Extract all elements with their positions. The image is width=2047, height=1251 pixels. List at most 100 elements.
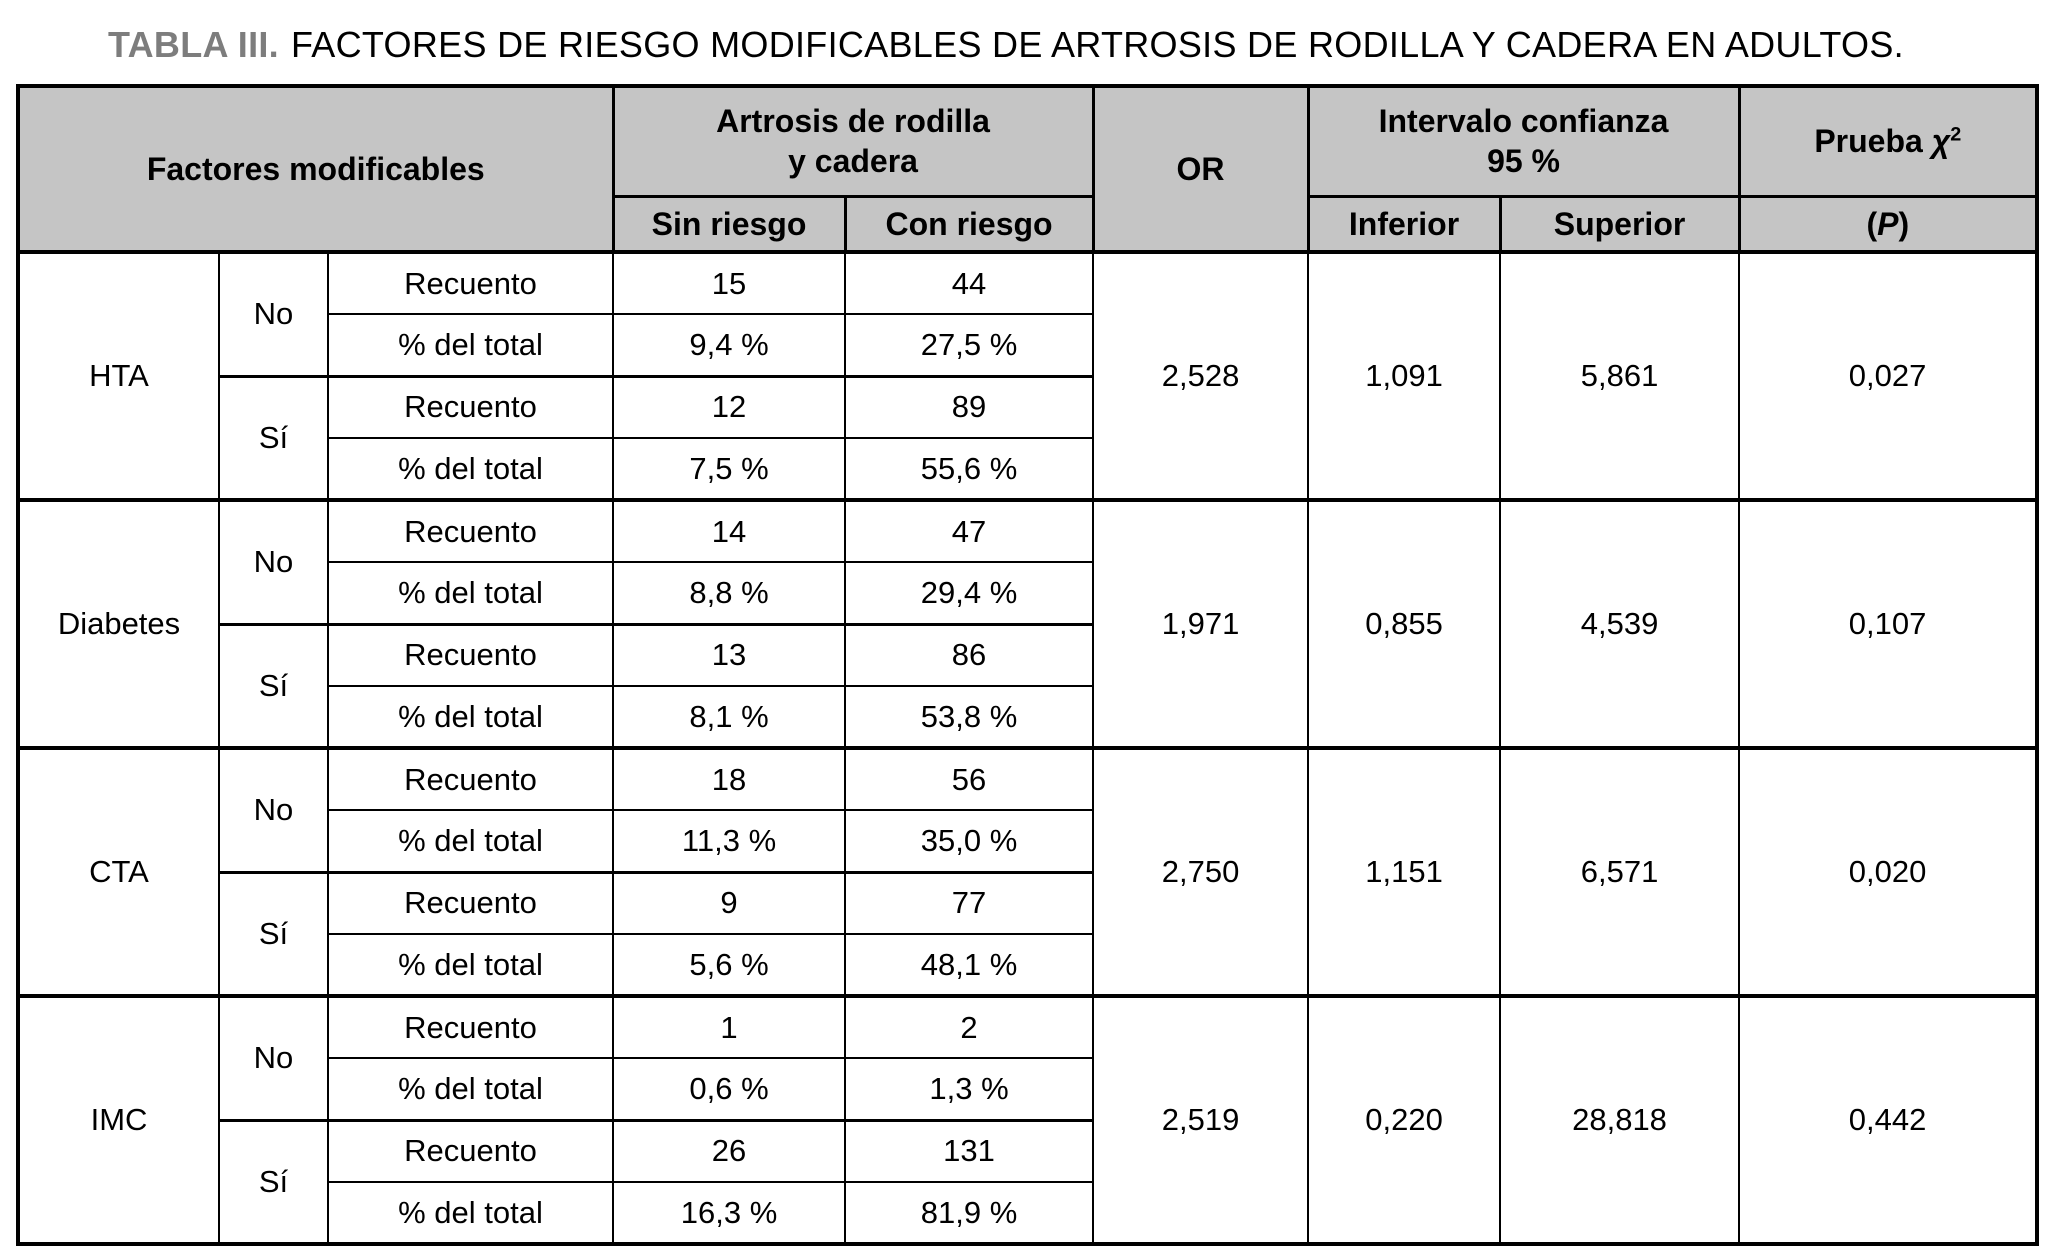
table-row: Sí Recuento 12 89 (18, 374, 2037, 501)
factor-name-hta: HTA (17, 250, 220, 501)
table-row: % del total 16,3 % 81,9 % (18, 1181, 2037, 1245)
header-artrosis-rodilla-cadera: Artrosis de rodilla y cadera (611, 84, 1095, 198)
cell-value: 53,8 % (844, 685, 1095, 749)
header-inferior: Inferior (1306, 194, 1502, 254)
cell-value: 26 (612, 1118, 847, 1183)
table-row: HTA No Recuento 15 44 2,528 1,091 5,861 … (17, 250, 2039, 501)
table-caption: FACTORES DE RIESGO MODIFICABLES DE ARTRO… (290, 24, 1904, 65)
prueba-label: Prueba (1814, 123, 1923, 160)
header-sin-riesgo: Sin riesgo (611, 194, 847, 254)
header-con-riesgo: Con riesgo (843, 194, 1095, 254)
cell-value: 14 (612, 498, 847, 563)
ci-superior-value: 5,861 (1499, 250, 1741, 501)
p-value: 0,027 (1738, 250, 2039, 501)
table-number-label: TABLA III. (108, 24, 279, 65)
measure-label-recuento: Recuento (326, 870, 615, 935)
cell-value: 8,1 % (612, 685, 847, 749)
measure-label-pct: % del total (326, 561, 615, 625)
cell-value: 47 (844, 498, 1095, 563)
measure-label-pct: % del total (326, 313, 615, 377)
measure-label-recuento: Recuento (326, 1118, 615, 1183)
or-value: 2,750 (1092, 746, 1310, 997)
cell-value: 89 (844, 374, 1095, 439)
cell-value: 16,3 % (612, 1181, 847, 1245)
factor-name-diabetes: Diabetes (17, 498, 220, 749)
chi-symbol: χ (1931, 123, 1951, 160)
measure-label-pct: % del total (326, 933, 615, 997)
measure-label-recuento: Recuento (326, 250, 615, 315)
measure-label-pct: % del total (326, 1181, 615, 1245)
table-row: Sí Recuento 26 131 (18, 1118, 2037, 1245)
table-row: Sí Recuento 9 77 (18, 870, 2037, 997)
cell-value: 11,3 % (612, 809, 847, 873)
chi-exponent: 2 (1950, 123, 1962, 146)
cell-value: 9,4 % (612, 313, 847, 377)
or-value: 2,519 (1092, 994, 1310, 1245)
table-body: HTA No Recuento 15 44 2,528 1,091 5,861 … (17, 250, 2039, 1245)
ci-superior-value: 6,571 (1499, 746, 1741, 997)
cell-value: 27,5 % (844, 313, 1095, 377)
table-row: IMC No Recuento 1 2 2,519 0,220 28,818 0… (17, 994, 2039, 1245)
cell-value: 12 (612, 374, 847, 439)
p-paren-open: ( (1866, 205, 1878, 242)
header-row-sub: Sin riesgo Con riesgo Inferior Superior … (18, 194, 2039, 254)
table-title: TABLA III. FACTORES DE RIESGO MODIFICABLE… (108, 24, 1904, 66)
cell-value: 29,4 % (844, 561, 1095, 625)
exposure-si-label: Sí (218, 374, 329, 501)
factor-name-cta: CTA (17, 746, 220, 997)
exposure-si-label: Sí (218, 1118, 329, 1245)
ci-inferior-value: 1,151 (1307, 746, 1502, 997)
header-superior: Superior (1498, 194, 1741, 254)
or-value: 2,528 (1092, 250, 1310, 501)
cell-value: 1 (612, 994, 847, 1059)
table-row: % del total 0,6 % 1,3 % (18, 1057, 2037, 1121)
table-row: Diabetes No Recuento 14 47 1,971 0,855 4… (17, 498, 2039, 749)
header-or: OR (1091, 84, 1310, 254)
exposure-no-label: No (218, 746, 329, 873)
p-value: 0,442 (1738, 994, 2039, 1245)
measure-label-pct: % del total (326, 685, 615, 749)
cell-value: 2 (844, 994, 1095, 1059)
or-value: 1,971 (1092, 498, 1310, 749)
exposure-no-label: No (218, 498, 329, 625)
table-row: % del total 5,6 % 48,1 % (18, 933, 2037, 997)
header-factores-modificables: Factores modificables (16, 84, 615, 254)
cell-value: 35,0 % (844, 809, 1095, 873)
table-row: % del total 7,5 % 55,6 % (18, 437, 2037, 501)
cell-value: 18 (612, 746, 847, 811)
table-row: % del total 11,3 % 35,0 % (18, 809, 2037, 873)
table-row: Sí Recuento 13 86 (18, 622, 2037, 749)
measure-label-recuento: Recuento (326, 622, 615, 687)
cell-value: 86 (844, 622, 1095, 687)
measure-label-recuento: Recuento (326, 498, 615, 563)
cell-value: 9 (612, 870, 847, 935)
p-value: 0,107 (1738, 498, 2039, 749)
cell-value: 1,3 % (844, 1057, 1095, 1121)
table-row: CTA No Recuento 18 56 2,750 1,151 6,571 … (17, 746, 2039, 997)
table-row: % del total 8,8 % 29,4 % (18, 561, 2037, 625)
exposure-no-label: No (218, 250, 329, 377)
ci-inferior-value: 0,855 (1307, 498, 1502, 749)
exposure-no-label: No (218, 994, 329, 1121)
measure-label-recuento: Recuento (326, 746, 615, 811)
cell-value: 81,9 % (844, 1181, 1095, 1245)
ci-superior-value: 28,818 (1499, 994, 1741, 1245)
cell-value: 7,5 % (612, 437, 847, 501)
measure-label-recuento: Recuento (326, 994, 615, 1059)
p-letter: P (1877, 205, 1899, 242)
ci-inferior-value: 1,091 (1307, 250, 1502, 501)
cell-value: 0,6 % (612, 1057, 847, 1121)
exposure-si-label: Sí (218, 870, 329, 997)
cell-value: 13 (612, 622, 847, 687)
cell-value: 77 (844, 870, 1095, 935)
cell-value: 8,8 % (612, 561, 847, 625)
p-paren-close: ) (1898, 205, 1910, 242)
header-intervalo-confianza: Intervalo confianza 95 % (1306, 84, 1741, 198)
header-p-value: (P) (1737, 194, 2039, 254)
cell-value: 55,6 % (844, 437, 1095, 501)
measure-label-pct: % del total (326, 437, 615, 501)
measure-label-pct: % del total (326, 809, 615, 873)
ci-inferior-value: 0,220 (1307, 994, 1502, 1245)
table-header: Factores modificables Artrosis de rodill… (16, 84, 2039, 254)
